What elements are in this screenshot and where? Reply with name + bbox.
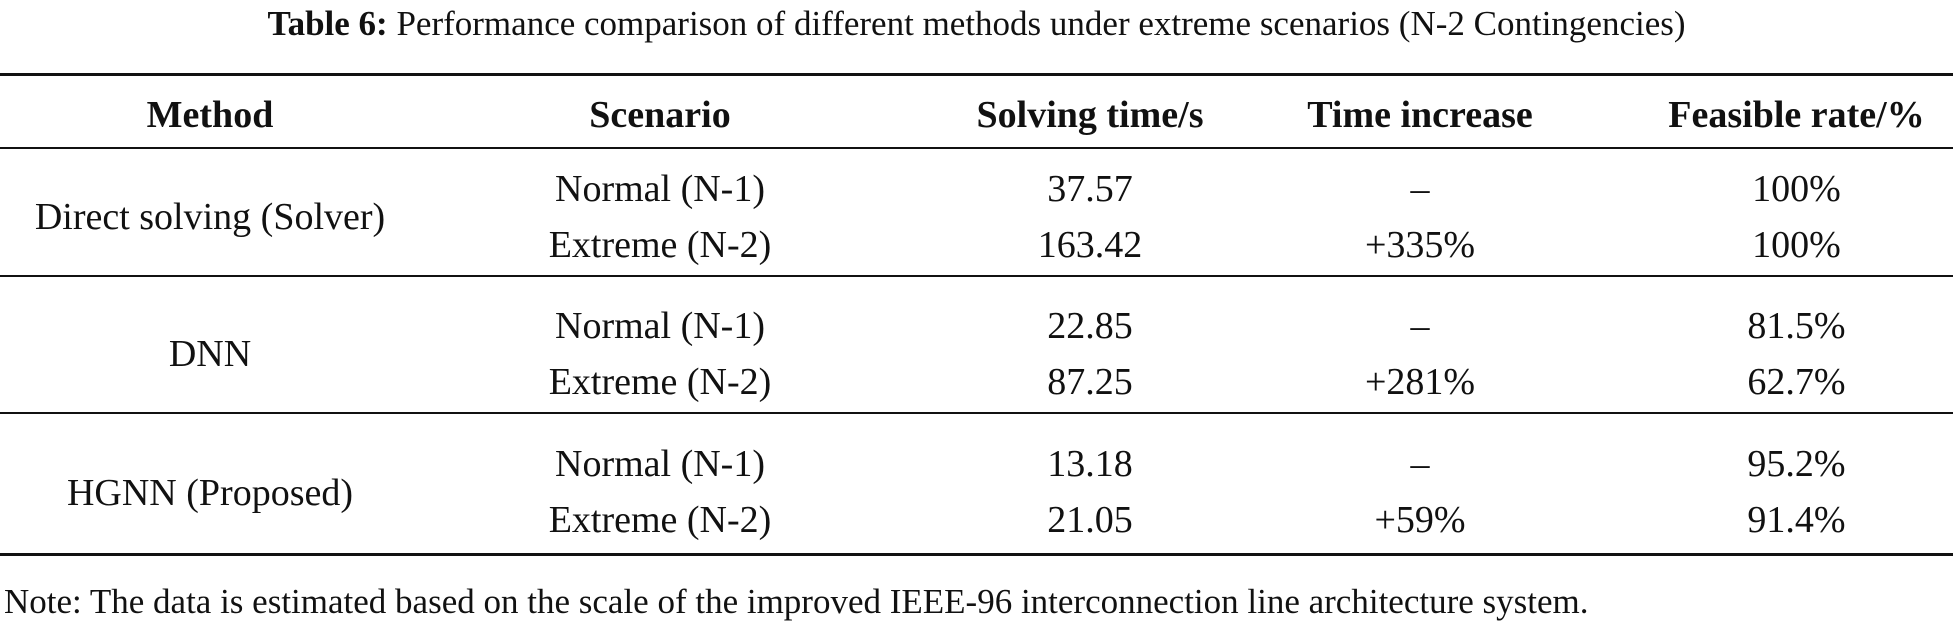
feasible-rate-cell: 100% bbox=[1752, 168, 1841, 210]
time-increase-cell: +281% bbox=[1364, 361, 1476, 403]
solving-time-cell: 13.18 bbox=[1047, 443, 1133, 485]
header-time-increase: Time increase bbox=[1307, 94, 1533, 136]
solving-time-cell: 163.42 bbox=[1037, 224, 1143, 266]
solving-time-cell: 22.85 bbox=[1047, 305, 1133, 347]
feasible-rate-cell: 62.7% bbox=[1747, 361, 1846, 403]
scenario-cell: Normal (N-1) bbox=[555, 443, 765, 485]
solving-time-cell: 37.57 bbox=[1047, 168, 1133, 210]
bottom-rule bbox=[0, 553, 1953, 556]
solving-time-cell: 21.05 bbox=[1047, 499, 1133, 541]
time-increase-cell: – bbox=[1410, 443, 1430, 485]
caption-text: Performance comparison of different meth… bbox=[396, 4, 1686, 43]
time-increase-cell: +335% bbox=[1364, 224, 1476, 266]
time-increase-cell: – bbox=[1410, 305, 1430, 347]
feasible-rate-cell: 81.5% bbox=[1747, 305, 1846, 347]
scenario-cell: Extreme (N-2) bbox=[548, 499, 772, 541]
feasible-rate-cell: 95.2% bbox=[1747, 443, 1846, 485]
feasible-rate-cell: 91.4% bbox=[1747, 499, 1846, 541]
method-cell: Direct solving (Solver) bbox=[34, 196, 386, 238]
header-rule bbox=[0, 147, 1953, 149]
time-increase-cell: – bbox=[1410, 168, 1430, 210]
scenario-cell: Normal (N-1) bbox=[555, 168, 765, 210]
table-caption: Table 6: Performance comparison of diffe… bbox=[0, 2, 1953, 46]
header-scenario: Scenario bbox=[589, 94, 731, 136]
header-feasible-rate: Feasible rate/% bbox=[1668, 94, 1925, 136]
method-cell: DNN bbox=[168, 333, 252, 375]
header-method: Method bbox=[146, 94, 274, 136]
caption-label: Table 6: bbox=[267, 4, 388, 43]
solving-time-cell: 87.25 bbox=[1047, 361, 1133, 403]
group-rule-2 bbox=[0, 412, 1953, 414]
feasible-rate-cell: 100% bbox=[1752, 224, 1841, 266]
top-rule bbox=[0, 73, 1953, 76]
time-increase-cell: +59% bbox=[1374, 499, 1466, 541]
table-note: Note: The data is estimated based on the… bbox=[4, 582, 1589, 621]
group-rule-1 bbox=[0, 275, 1953, 277]
scenario-cell: Normal (N-1) bbox=[555, 305, 765, 347]
scenario-cell: Extreme (N-2) bbox=[548, 361, 772, 403]
header-solving-time: Solving time/s bbox=[976, 94, 1204, 136]
method-cell: HGNN (Proposed) bbox=[66, 472, 354, 514]
scenario-cell: Extreme (N-2) bbox=[548, 224, 772, 266]
